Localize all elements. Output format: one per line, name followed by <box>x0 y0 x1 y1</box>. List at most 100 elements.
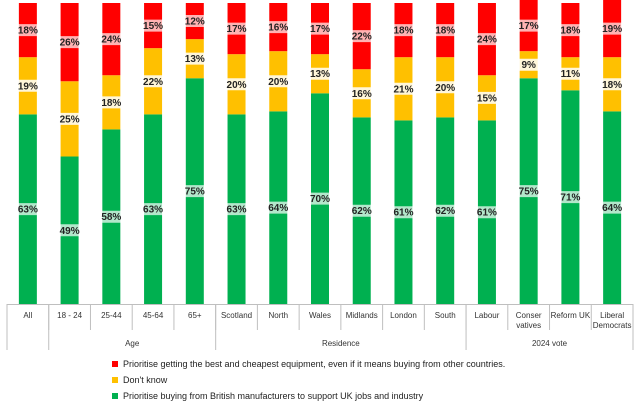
legend-label-dont-know: Don't know <box>123 375 168 385</box>
data-label-2-14: 19% <box>602 24 622 35</box>
data-label-2-0: 18% <box>18 26 38 37</box>
data-label-bg-0-14 <box>601 201 624 214</box>
data-label-bg-2-14 <box>601 22 624 35</box>
data-label-1-5: 20% <box>227 80 247 91</box>
data-label-bg-2-13 <box>559 24 582 37</box>
data-label-0-1: 49% <box>60 226 80 237</box>
data-label-bg-2-5 <box>225 22 248 35</box>
data-label-bg-0-1 <box>58 224 81 237</box>
data-label-bg-2-11 <box>475 33 498 46</box>
data-label-bg-0-3 <box>142 203 165 216</box>
x-tick-label-8: Midlands <box>346 311 378 320</box>
legend: Prioritise getting the best and cheapest… <box>112 356 505 404</box>
data-label-1-11: 15% <box>477 93 497 104</box>
data-label-2-7: 17% <box>310 24 330 35</box>
data-label-0-3: 63% <box>143 205 163 216</box>
data-label-bg-0-8 <box>350 204 373 217</box>
x-tick-label-3: 45-64 <box>143 311 164 320</box>
data-label-bg-1-7 <box>309 67 331 80</box>
data-label-1-9: 21% <box>393 84 413 95</box>
x-tick-label-2: 25-44 <box>101 311 122 320</box>
legend-swatch-dont-know <box>112 377 118 383</box>
data-label-1-12: 9% <box>521 60 536 71</box>
x-tick-label-14-1: Democrats <box>593 321 632 330</box>
group-label-2: Residence <box>322 339 360 348</box>
data-label-2-4: 12% <box>185 17 205 28</box>
data-label-bg-0-7 <box>309 192 331 205</box>
x-tick-label-6: North <box>268 311 288 320</box>
x-tick-label-12-1: vatives <box>516 321 541 330</box>
data-label-bg-1-5 <box>225 78 248 91</box>
data-label-bg-1-0 <box>16 79 39 92</box>
data-label-1-0: 19% <box>18 81 38 92</box>
data-label-bg-2-4 <box>183 15 206 28</box>
group-label-3: 2024 vote <box>532 339 568 348</box>
data-label-1-8: 16% <box>352 89 372 100</box>
data-label-bg-1-2 <box>100 96 123 109</box>
data-label-0-7: 70% <box>310 194 330 205</box>
data-label-0-12: 75% <box>519 187 539 198</box>
legend-item-cheapest: Prioritise getting the best and cheapest… <box>112 356 505 372</box>
data-label-0-9: 61% <box>393 208 413 219</box>
data-label-0-2: 58% <box>101 212 121 223</box>
data-label-bg-1-4 <box>183 52 206 65</box>
data-label-bg-2-6 <box>267 21 290 34</box>
data-label-0-8: 62% <box>352 206 372 217</box>
data-label-bg-1-6 <box>267 75 290 88</box>
x-tick-label-9: London <box>390 311 417 320</box>
data-label-bg-2-7 <box>309 22 331 35</box>
data-label-2-3: 15% <box>143 21 163 32</box>
data-label-bg-1-3 <box>142 75 165 88</box>
data-label-2-13: 18% <box>560 26 580 37</box>
data-label-bg-2-3 <box>142 19 165 32</box>
legend-item-dont-know: Don't know <box>112 372 505 388</box>
data-label-bg-1-9 <box>392 82 415 95</box>
legend-swatch-british <box>112 393 118 399</box>
data-label-0-10: 62% <box>435 206 455 217</box>
data-label-bg-0-13 <box>559 191 582 204</box>
legend-label-british: Prioritise buying from British manufactu… <box>123 391 424 401</box>
data-label-bg-0-9 <box>392 206 415 219</box>
data-label-bg-0-0 <box>16 203 39 216</box>
data-label-0-6: 64% <box>268 203 288 214</box>
data-label-bg-1-11 <box>475 91 498 104</box>
data-label-1-14: 18% <box>602 80 622 91</box>
stacked-bar-chart: 63% 19% 18% 49% 25% 26% 58% 18% 24% 63% 22% 15% 75% 1… <box>6 0 634 350</box>
data-label-bg-2-0 <box>16 24 39 37</box>
x-tick-label-11: Labour <box>474 311 499 320</box>
data-label-0-11: 61% <box>477 208 497 219</box>
data-label-bg-1-14 <box>601 78 624 91</box>
data-label-bg-2-10 <box>434 24 457 37</box>
data-label-2-10: 18% <box>435 26 455 37</box>
data-label-1-10: 20% <box>435 83 455 94</box>
data-label-1-13: 11% <box>561 69 581 80</box>
data-label-2-8: 22% <box>352 32 372 43</box>
data-label-2-2: 24% <box>101 35 121 46</box>
data-label-1-4: 13% <box>185 54 205 65</box>
data-label-bg-0-6 <box>267 201 290 214</box>
data-label-bg-1-12 <box>517 58 540 71</box>
data-label-bg-1-8 <box>350 87 373 100</box>
data-label-bg-0-10 <box>434 204 457 217</box>
data-label-bg-0-11 <box>475 206 498 219</box>
data-label-0-13: 71% <box>560 193 580 204</box>
data-label-bg-1-1 <box>58 112 81 125</box>
x-tick-label-4: 65+ <box>188 311 202 320</box>
data-label-bg-1-10 <box>434 81 457 94</box>
x-tick-label-0: All <box>23 311 32 320</box>
group-label-1: Age <box>125 339 140 348</box>
data-label-1-3: 22% <box>143 77 163 88</box>
x-tick-label-10: South <box>435 311 456 320</box>
legend-label-cheapest: Prioritise getting the best and cheapest… <box>123 359 506 369</box>
data-label-1-6: 20% <box>268 77 288 88</box>
x-tick-label-14-0: Liberal <box>600 311 624 320</box>
x-tick-label-13: Reform UK <box>551 311 591 320</box>
data-label-bg-2-2 <box>100 33 123 46</box>
data-label-2-1: 26% <box>60 38 80 49</box>
data-label-bg-1-13 <box>559 67 582 80</box>
data-label-bg-0-12 <box>517 185 540 198</box>
data-label-0-0: 63% <box>18 205 38 216</box>
data-label-bg-2-8 <box>350 30 373 43</box>
data-label-bg-2-1 <box>58 36 81 49</box>
data-label-bg-2-12 <box>517 19 540 32</box>
